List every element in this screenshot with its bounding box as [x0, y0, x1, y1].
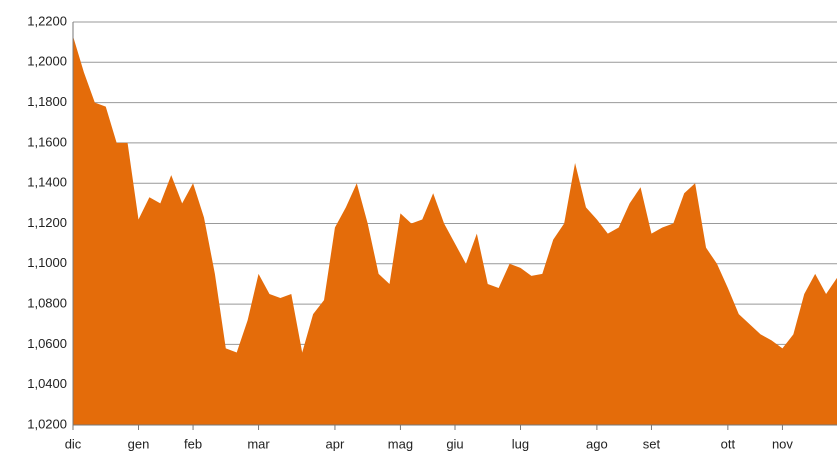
- y-tick-label: 1,1000: [27, 255, 67, 270]
- y-tick-label: 1,1800: [27, 94, 67, 109]
- y-tick-label: 1,0200: [27, 416, 67, 431]
- y-tick-label: 1,1200: [27, 215, 67, 230]
- x-tick-label: mar: [247, 436, 270, 451]
- area: [73, 36, 837, 425]
- x-tick-label: apr: [326, 436, 345, 451]
- x-tick-label: ago: [586, 436, 608, 451]
- y-tick-label: 1,2000: [27, 54, 67, 69]
- y-tick-label: 1,2200: [27, 13, 67, 28]
- y-tick-label: 1,0400: [27, 376, 67, 391]
- x-tick-label: feb: [184, 436, 202, 451]
- x-tick-label: giu: [446, 436, 463, 451]
- x-tick-label: dic: [65, 436, 82, 451]
- x-tick-label: nov: [772, 436, 793, 451]
- x-tick-label: mag: [388, 436, 413, 451]
- y-tick-label: 1,1400: [27, 175, 67, 190]
- y-tick-label: 1,0800: [27, 296, 67, 311]
- y-tick-label: 1,0600: [27, 336, 67, 351]
- y-tick-label: 1,1600: [27, 134, 67, 149]
- x-tick-label: gen: [128, 436, 150, 451]
- x-tick-label: lug: [512, 436, 529, 451]
- x-tick-label: ott: [721, 436, 736, 451]
- x-tick-label: set: [643, 436, 661, 451]
